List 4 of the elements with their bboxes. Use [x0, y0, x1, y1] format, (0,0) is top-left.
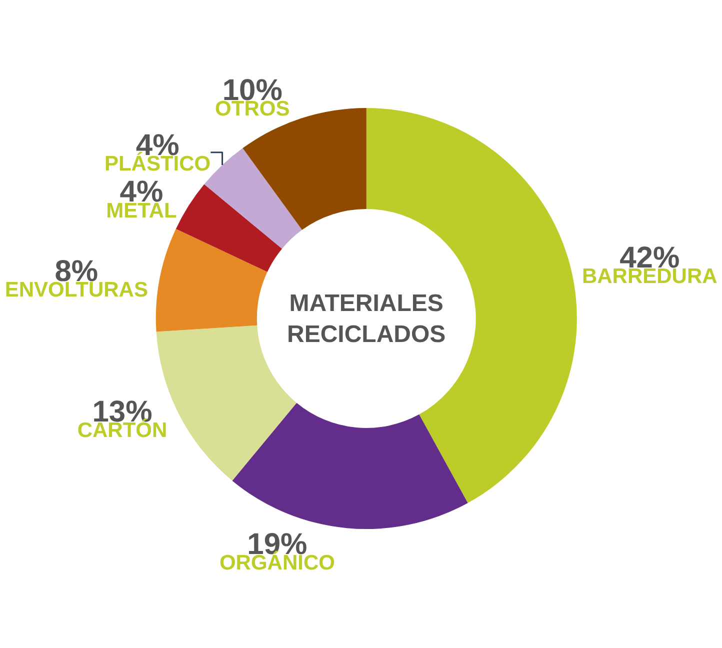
text: MATERIALES RECICLADOS — [287, 290, 446, 348]
donut-slice — [156, 228, 268, 332]
donut-slice — [176, 184, 282, 272]
donut-slice — [232, 402, 468, 529]
